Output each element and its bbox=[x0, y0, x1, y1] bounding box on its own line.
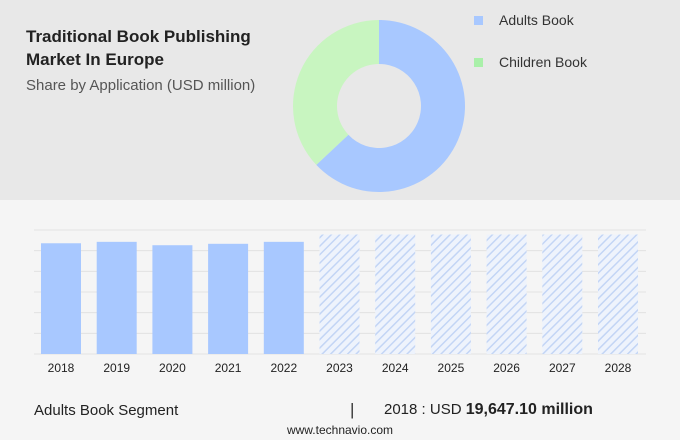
donut-slice-adults-book bbox=[316, 20, 465, 192]
segment-label: Adults Book Segment bbox=[34, 402, 179, 419]
x-tick-label: 2026 bbox=[493, 361, 520, 375]
bar-2021 bbox=[208, 243, 249, 354]
x-tick-label: 2027 bbox=[549, 361, 576, 375]
bar-2020 bbox=[152, 245, 193, 354]
bar-2027 bbox=[542, 234, 583, 354]
bar-2023 bbox=[319, 234, 360, 354]
legend-item-adults: Adults Book bbox=[474, 12, 574, 28]
donut-chart bbox=[293, 20, 465, 192]
bar-2024 bbox=[375, 234, 416, 354]
chart-subtitle: Share by Application (USD million) bbox=[26, 77, 256, 94]
x-tick-label: 2018 bbox=[48, 361, 75, 375]
x-tick-label: 2020 bbox=[159, 361, 186, 375]
footer-divider: | bbox=[350, 400, 355, 419]
segment-amount: 19,647.10 million bbox=[465, 401, 593, 418]
bar-2028 bbox=[598, 234, 638, 354]
segment-year: 2018 : USD bbox=[384, 401, 462, 418]
bar-2022 bbox=[263, 241, 304, 354]
legend-item-children: Children Book bbox=[474, 54, 587, 70]
x-tick-label: 2022 bbox=[270, 361, 297, 375]
legend-label-children: Children Book bbox=[499, 54, 587, 70]
x-tick-label: 2021 bbox=[215, 361, 242, 375]
bar-chart: 2018 2019 2020 2021 2022 2023 2024 2025 2026 2027… bbox=[34, 229, 646, 375]
x-tick-label: 2028 bbox=[605, 361, 632, 375]
bar-2026 bbox=[486, 234, 527, 354]
x-tick-label: 2019 bbox=[103, 361, 130, 375]
bar-2019 bbox=[96, 241, 137, 354]
x-tick-label: 2023 bbox=[326, 361, 353, 375]
legend-swatch-children bbox=[474, 57, 483, 67]
source-link[interactable]: www.technavio.com bbox=[286, 423, 394, 437]
donut-slice-children-book bbox=[293, 20, 379, 165]
x-tick-label: 2025 bbox=[438, 361, 465, 375]
bar-2025 bbox=[430, 234, 471, 354]
legend-swatch-adults bbox=[474, 15, 483, 25]
bar-2018 bbox=[41, 243, 81, 354]
segment-value: 2018 : USD 19,647.10 million bbox=[384, 401, 593, 419]
chart-title: Traditional Book Publishing Market In Eu… bbox=[26, 27, 251, 69]
legend-label-adults: Adults Book bbox=[499, 12, 574, 28]
x-tick-label: 2024 bbox=[382, 361, 409, 375]
